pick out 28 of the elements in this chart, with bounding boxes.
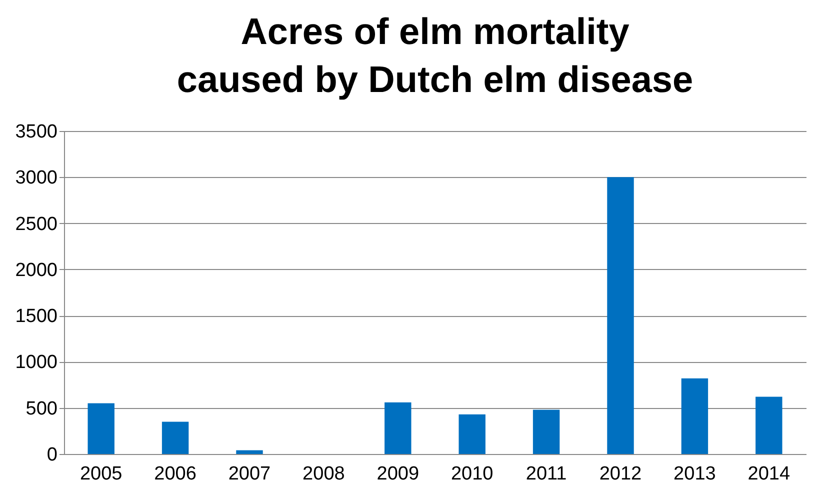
bar [681, 378, 708, 454]
x-tick-label: 2009 [376, 464, 420, 484]
chart-title: Acres of elm mortality caused by Dutch elm disease [176, 11, 694, 100]
bar [756, 396, 782, 454]
bar [236, 450, 263, 454]
x-tick-label: 2012 [599, 464, 642, 484]
x-tick-label: 2006 [154, 464, 196, 484]
bar [532, 410, 560, 454]
y-tick-label: 1500 [15, 306, 58, 328]
y-tick-label: 3500 [15, 122, 58, 142]
x-tick-label: 2005 [80, 464, 122, 484]
y-tick-label: 500 [26, 398, 58, 420]
bar [162, 422, 189, 454]
x-tick-label: 2010 [450, 464, 494, 484]
y-tick-label: 2500 [15, 214, 58, 235]
bar [384, 402, 412, 454]
x-tick-label: 2007 [228, 464, 271, 484]
x-tick-label: 2013 [674, 464, 716, 484]
y-tick-label: 1000 [15, 352, 58, 374]
bar [458, 414, 486, 454]
x-tick-label: 2014 [748, 464, 790, 484]
y-tick-label: 2000 [15, 260, 58, 281]
y-tick-label: 3000 [15, 168, 58, 189]
x-tick-label: 2011 [526, 464, 567, 484]
x-tick-label: 2008 [302, 464, 345, 484]
bar [607, 177, 634, 454]
bar [88, 403, 114, 454]
y-tick-label: 0 [46, 444, 58, 466]
